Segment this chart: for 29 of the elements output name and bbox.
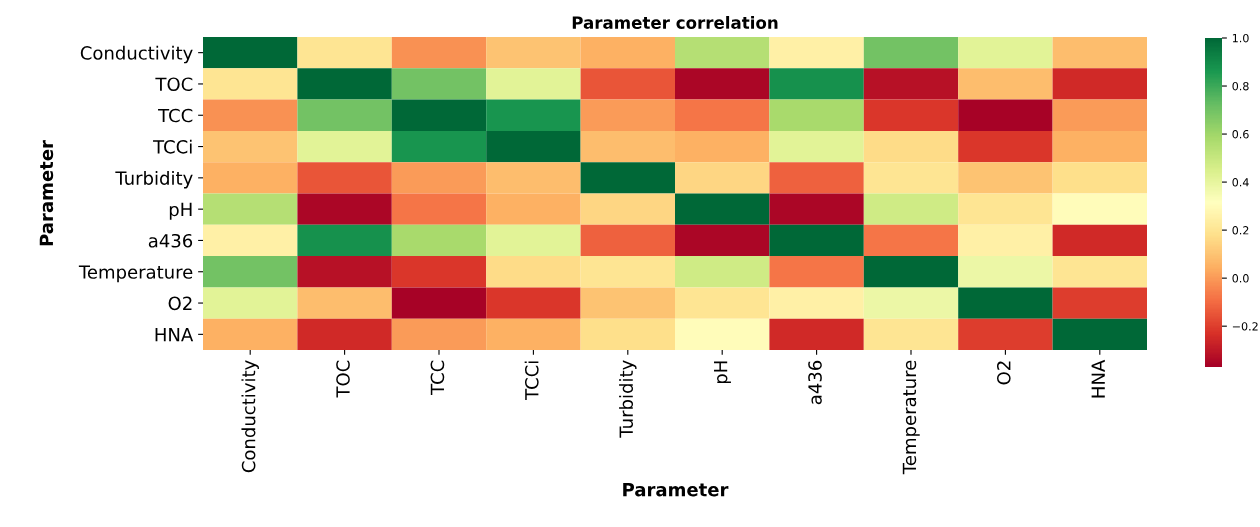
color-bar-label: 0.8 [1232,82,1249,91]
y-tick-label: TCC [158,108,193,123]
x-tick-label: a436 [808,360,822,405]
x-tick-label: O2 [996,361,1011,385]
y-tick-label: TOC [155,77,193,92]
chart-title: Parameter correlation [572,16,778,29]
y-tick-label: HNA [155,328,194,342]
x-tick-label: TOC [336,360,350,398]
x-tick-label: Turbidity [619,360,637,438]
color-bar-label: −0.2 [1232,322,1258,331]
color-bar-label: 1.0 [1232,33,1249,43]
x-axis-title: Parameter [623,482,729,497]
color-bar-label: 0.6 [1232,130,1249,139]
x-tick-label: TCC [430,360,445,395]
x-tick-label: Temperature [902,360,920,475]
color-bar-label: 0.0 [1232,274,1249,283]
x-tick-label: TCCi [524,361,539,400]
y-axis-title: Parameter [39,140,54,246]
y-tick-label: TCCi [153,139,192,154]
y-tick-label: a436 [148,233,193,248]
y-tick-label: Temperature [78,265,193,283]
color-bar-label: 0.4 [1232,178,1249,187]
x-tick-label: pH [714,361,731,384]
x-tick-label: HNA [1091,359,1105,398]
color-bar-label: 0.2 [1232,226,1249,235]
y-tick-label: Conductivity [80,45,193,64]
y-tick-label: pH [169,202,192,220]
y-tick-label: O2 [168,296,192,311]
y-tick-label: Turbidity [115,170,193,189]
